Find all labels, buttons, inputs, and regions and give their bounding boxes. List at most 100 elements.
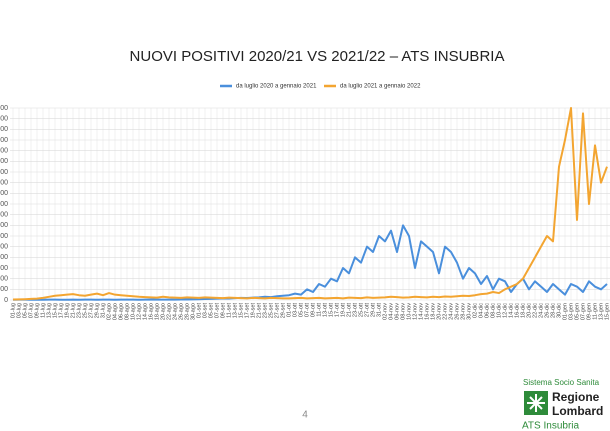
legend-label: da luglio 2021 a gennaio 2022 [340,84,421,90]
x-tick-label: 31-ott [376,303,382,318]
x-tick-label: 15-set [238,303,244,319]
y-tick-label: 800 [0,254,8,261]
x-tick-label: 19-ott [340,303,346,318]
x-tick-label: 13-lug [46,303,52,318]
x-tick-label: 08-ago [124,303,130,320]
x-tick-label: 11-set [226,303,232,318]
x-tick-label: 18-nov [430,303,436,320]
x-tick-label: 24-nov [448,303,454,320]
x-tick-label: 12-nov [412,303,418,320]
x-tick-label: 04-nov [388,303,394,320]
y-tick-label: 2600 [0,158,8,165]
x-tick-label: 09-gen [586,303,592,320]
y-tick-label: 3400 [0,116,8,123]
x-tick-label: 05-ott [298,303,304,318]
x-tick-label: 31-lug [100,303,106,318]
x-tick-label: 27-set [274,303,280,319]
y-tick-label: 1200 [0,233,8,240]
footer-agency: ATS Insubria [522,421,579,431]
x-tick-label: 17-ott [334,303,340,318]
logo-cross [527,394,545,412]
x-tick-label: 14-ago [142,303,148,320]
x-tick-label: 28-nov [460,303,466,320]
x-tick-label: 10-dic [496,303,502,318]
x-tick-label: 22-dic [532,303,538,318]
x-tick-label: 06-dic [484,303,490,318]
x-tick-label: 09-ott [310,303,316,318]
x-tick-label: 02-ago [106,303,112,320]
page-number: 4 [302,410,308,421]
x-tick-label: 27-ott [364,303,370,318]
x-tick-label: 11-gen [592,303,598,320]
x-tick-label: 16-nov [424,303,430,320]
x-tick-label: 10-ago [130,303,136,320]
y-tick-label: 200 [0,286,8,293]
x-tick-label: 26-ago [178,303,184,320]
y-tick-label: 1800 [0,201,8,208]
footer-region: Lombard [552,404,603,418]
y-tick-label: 3000 [0,137,8,144]
legend-label: da luglio 2020 a gennaio 2021 [236,84,317,90]
x-tick-label: 25-set [268,303,274,319]
x-tick-label: 13-gen [598,303,604,320]
x-tick-label: 03-gen [568,303,574,320]
x-tick-label: 01-gen [562,303,568,320]
x-tick-label: 05-gen [574,303,580,320]
x-tick-label: 04-dic [478,303,484,318]
x-tick-label: 24-ago [172,303,178,320]
x-tick-label: 15-gen [604,303,610,320]
x-tick-label: 07-set [214,303,220,319]
x-tick-label: 11-ott [316,303,322,317]
x-tick-label: 14-dic [508,303,514,318]
x-tick-label: 06-nov [394,303,400,320]
x-tick-label: 01-set [196,303,202,319]
x-tick-label: 16-dic [514,303,520,318]
x-tick-label: 07-gen [580,303,586,320]
x-tick-label: 17-set [244,303,250,319]
y-tick-label: 600 [0,265,8,272]
y-tick-label: 1400 [0,222,8,229]
x-tick-label: 20-nov [436,303,442,320]
x-tick-label: 03-lug [16,303,22,318]
x-tick-label: 14-nov [418,303,424,320]
x-tick-label: 19-set [250,303,256,319]
y-tick-label: 0 [4,297,8,304]
footer-system: Sistema Socio Sanita [523,378,600,387]
x-tick-label: 22-nov [442,303,448,320]
x-tick-label: 05-lug [22,303,28,318]
x-tick-label: 10-nov [406,303,412,320]
x-tick-label: 08-nov [400,303,406,320]
x-tick-label: 13-set [232,303,238,319]
y-tick-label: 3600 [0,105,8,112]
footer-region: Regione [552,390,600,404]
x-tick-label: 09-set [220,303,226,319]
x-tick-label: 05-set [208,303,214,319]
y-tick-label: 2800 [0,148,8,155]
x-tick-label: 24-dic [538,303,544,318]
x-tick-label: 01-ott [286,303,292,318]
x-tick-label: 06-ago [118,303,124,320]
x-tick-label: 22-ago [166,303,172,320]
x-tick-label: 29-set [280,303,286,319]
series-line [12,107,608,301]
x-tick-label: 17-lug [58,303,64,318]
x-tick-label: 20-dic [526,303,532,318]
x-tick-label: 29-lug [94,303,100,318]
x-tick-label: 19-lug [64,303,70,318]
x-tick-label: 15-lug [52,303,58,318]
x-tick-label: 15-ott [328,303,334,318]
x-tick-label: 25-ott [358,303,364,318]
x-tick-label: 23-ott [352,303,358,318]
x-tick-label: 12-ago [136,303,142,320]
y-tick-label: 3200 [0,126,8,133]
x-tick-label: 07-lug [28,303,34,318]
x-tick-label: 03-set [202,303,208,319]
x-tick-label: 26-dic [544,303,550,318]
x-tick-label: 09-lug [34,303,40,318]
x-tick-label: 08-dic [490,303,496,318]
x-tick-label: 30-ago [190,303,196,320]
